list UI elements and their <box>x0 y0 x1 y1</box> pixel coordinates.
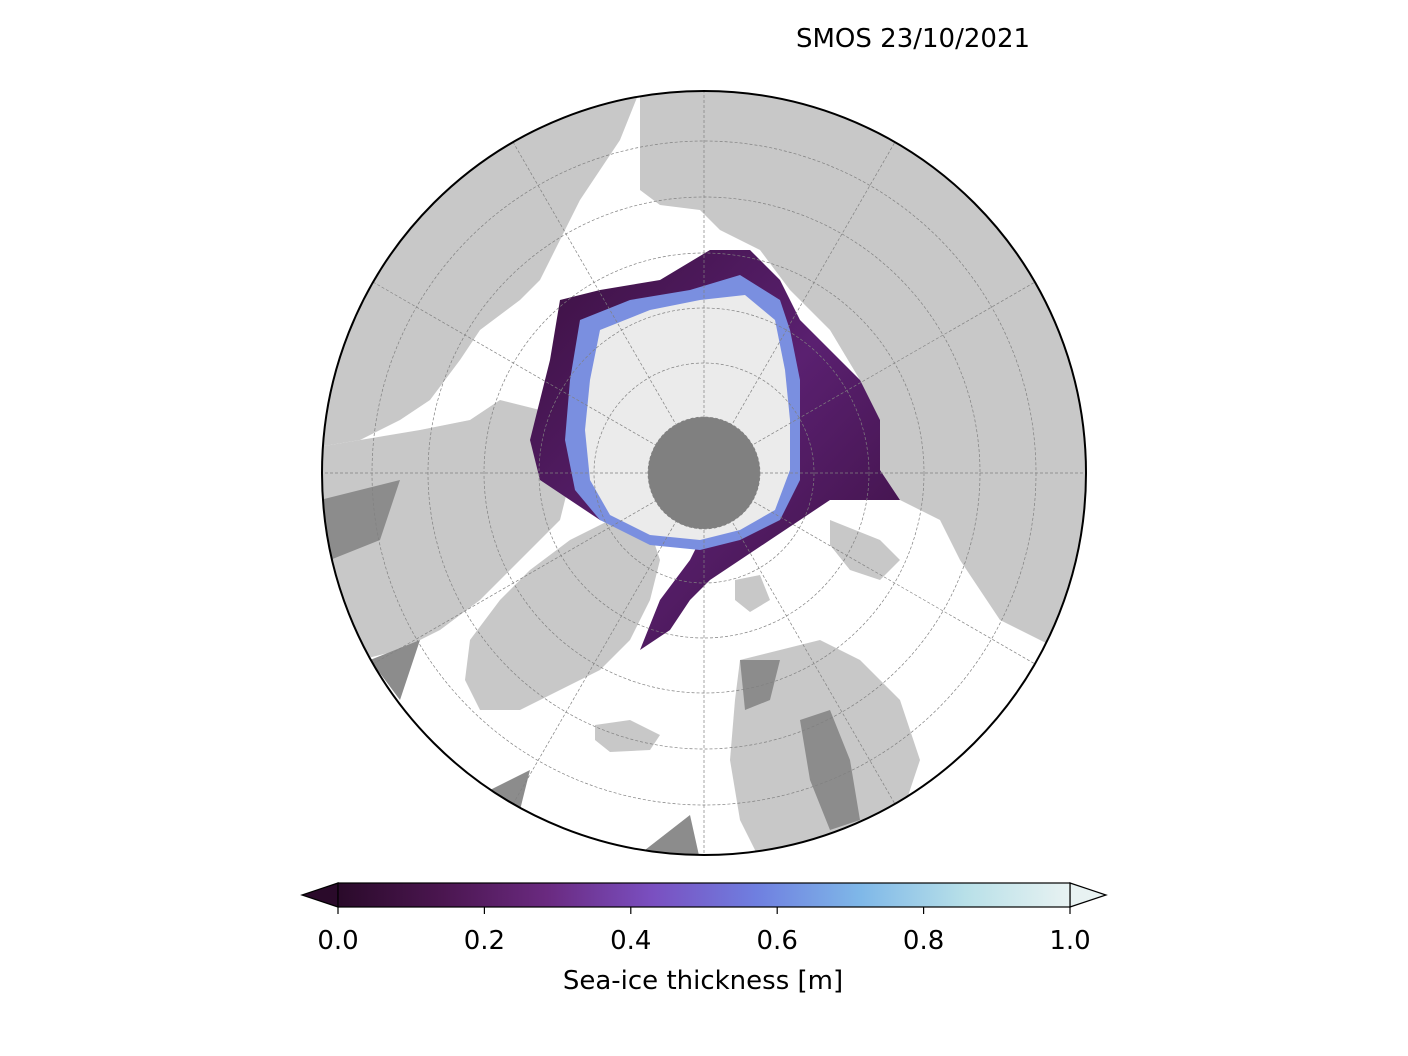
colorbar-tick-label: 0.6 <box>757 926 798 956</box>
colorbar-tick-label: 0.2 <box>464 926 505 956</box>
colorbar-extend-high <box>1069 882 1108 908</box>
chart-title: SMOS 23/10/2021 <box>796 24 1031 54</box>
map-boundary <box>321 90 1087 856</box>
lake-se <box>490 770 530 810</box>
land-iceland <box>595 720 660 752</box>
colorbar-extend-low <box>300 882 339 908</box>
land-novaya-zemlya <box>830 520 900 580</box>
colorbar-tick-label: 1.0 <box>1049 926 1090 956</box>
colorbar-bar <box>337 882 1071 908</box>
colorbar-tick-label: 0.4 <box>610 926 651 956</box>
colorbar-ticks: 0.0 0.2 0.4 0.6 0.8 1.0 <box>317 907 1091 956</box>
lake-ladoga <box>740 660 780 710</box>
lake-southwest <box>370 640 420 700</box>
colorbar-tick-label: 0.8 <box>903 926 944 956</box>
land-svalbard <box>735 575 770 612</box>
colorbar-tick-label: 0.0 <box>317 926 358 956</box>
colorbar-label: Sea-ice thickness [m] <box>562 966 844 996</box>
lake-bottom <box>645 815 700 855</box>
land-greenland <box>465 520 660 710</box>
land-canada <box>322 400 570 670</box>
pole-hole <box>648 417 760 529</box>
lake-baltic <box>800 710 860 830</box>
lake-hudson <box>322 480 400 560</box>
